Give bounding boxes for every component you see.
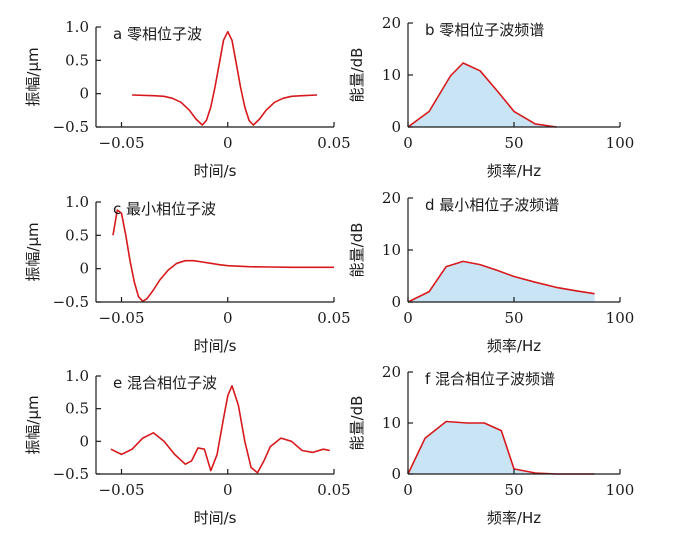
x-tick-label: 0 <box>223 481 233 499</box>
x-tick-label: −0.05 <box>99 134 145 152</box>
y-tick-label: 0 <box>79 260 89 278</box>
x-tick-label: 100 <box>606 309 635 327</box>
x-axis-label: 频率/Hz <box>487 509 541 527</box>
y-tick-label: 1.0 <box>65 193 89 211</box>
y-tick-label: 0.5 <box>65 226 89 244</box>
y-axis-label: 能量/dB <box>348 48 366 103</box>
x-axis-label: 频率/Hz <box>487 162 541 180</box>
y-tick-label: 20 <box>382 14 401 32</box>
y-axis-label: 能量/dB <box>348 223 366 278</box>
x-axis-label: 时间/s <box>194 162 237 180</box>
y-tick-label: 10 <box>382 66 401 84</box>
spectrum-area <box>408 63 557 127</box>
y-tick-label: 0 <box>391 118 401 136</box>
y-tick-label: 0 <box>79 85 89 103</box>
panel-title: f 混合相位子波频谱 <box>425 370 555 388</box>
wavelet-line <box>112 209 334 303</box>
wavelet-line <box>110 385 330 474</box>
y-tick-label: 0.5 <box>65 400 89 418</box>
y-tick-label: −0.5 <box>53 118 89 136</box>
spectrum-area <box>408 421 595 474</box>
x-tick-label: 0 <box>403 309 413 327</box>
y-tick-label: 1.0 <box>65 367 89 385</box>
x-tick-label: −0.05 <box>99 309 145 327</box>
y-axis-label: 振幅/μm <box>24 222 42 281</box>
x-axis-label: 时间/s <box>194 337 237 355</box>
x-axis-label: 时间/s <box>194 509 237 527</box>
y-tick-label: −0.5 <box>53 465 89 483</box>
x-tick-label: 0.05 <box>317 134 350 152</box>
y-axis-label: 能量/dB <box>348 396 366 451</box>
y-tick-label: 0 <box>391 293 401 311</box>
y-axis-label: 振幅/μm <box>24 47 42 106</box>
panel-title: d 最小相位子波频谱 <box>425 196 559 214</box>
x-tick-label: 0.05 <box>317 309 350 327</box>
x-tick-label: −0.05 <box>99 481 145 499</box>
y-tick-label: −0.5 <box>53 293 89 311</box>
x-tick-label: 0.05 <box>317 481 350 499</box>
panel-title: c 最小相位子波 <box>113 200 216 218</box>
x-tick-label: 0 <box>223 134 233 152</box>
y-tick-label: 0 <box>391 465 401 483</box>
y-tick-label: 0 <box>79 432 89 450</box>
y-tick-label: 10 <box>382 241 401 259</box>
y-tick-label: 20 <box>382 363 401 381</box>
x-tick-label: 0 <box>403 481 413 499</box>
x-tick-label: 50 <box>504 134 523 152</box>
x-tick-label: 0 <box>223 309 233 327</box>
y-tick-label: 1.0 <box>65 18 89 36</box>
y-tick-label: 10 <box>382 414 401 432</box>
x-tick-label: 100 <box>606 134 635 152</box>
wavelet-line <box>132 30 318 126</box>
panel-title: a 零相位子波 <box>113 25 202 43</box>
panel-title: e 混合相位子波 <box>113 374 217 392</box>
panel-title: b 零相位子波频谱 <box>425 21 544 39</box>
y-axis-label: 振幅/μm <box>24 395 42 454</box>
spectrum-area <box>408 261 595 302</box>
y-tick-label: 20 <box>382 189 401 207</box>
x-tick-label: 50 <box>504 481 523 499</box>
spectrum-line <box>407 62 557 128</box>
spectrum-line <box>407 260 595 303</box>
y-tick-label: 0.5 <box>65 51 89 69</box>
x-tick-label: 0 <box>403 134 413 152</box>
x-tick-label: 50 <box>504 309 523 327</box>
x-tick-label: 100 <box>606 481 635 499</box>
x-axis-label: 频率/Hz <box>487 337 541 355</box>
